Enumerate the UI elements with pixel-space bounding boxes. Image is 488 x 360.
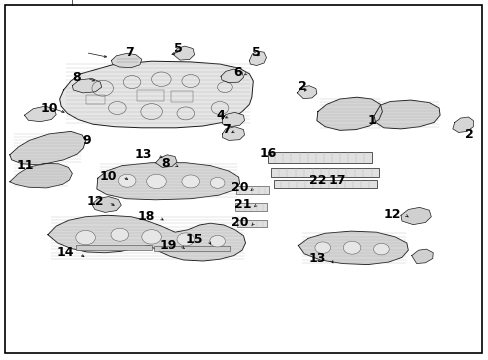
Text: 20: 20 (231, 216, 248, 229)
Text: 16: 16 (259, 147, 276, 159)
Text: 6: 6 (233, 66, 242, 78)
Text: 7: 7 (125, 46, 134, 59)
Text: 21: 21 (233, 198, 251, 211)
Text: 14: 14 (57, 246, 74, 259)
Text: 11: 11 (17, 159, 34, 172)
Text: 12: 12 (86, 195, 103, 208)
Polygon shape (222, 127, 244, 140)
Polygon shape (60, 61, 253, 128)
Bar (267, 152, 371, 163)
Circle shape (76, 230, 95, 245)
Polygon shape (155, 155, 177, 167)
Bar (273, 180, 376, 188)
Text: 13: 13 (134, 148, 151, 161)
Circle shape (146, 174, 166, 189)
Circle shape (177, 233, 194, 246)
Bar (76, 245, 151, 250)
Bar (271, 167, 378, 176)
Polygon shape (452, 117, 472, 132)
Text: 4: 4 (216, 109, 224, 122)
Text: 1: 1 (366, 114, 375, 127)
Polygon shape (111, 53, 142, 68)
Polygon shape (72, 78, 102, 93)
Bar (154, 246, 229, 251)
Bar (85, 95, 105, 104)
Text: 2: 2 (297, 80, 306, 93)
Circle shape (182, 175, 199, 188)
Text: 19: 19 (159, 239, 177, 252)
Text: 17: 17 (328, 174, 346, 186)
Polygon shape (92, 197, 121, 212)
Polygon shape (316, 97, 382, 130)
Circle shape (142, 230, 161, 244)
Circle shape (373, 243, 388, 255)
Bar (235, 186, 268, 194)
Polygon shape (400, 207, 430, 225)
Circle shape (314, 242, 330, 253)
Bar (171, 91, 193, 102)
Text: 5: 5 (252, 46, 261, 59)
Text: 7: 7 (222, 123, 230, 136)
Polygon shape (297, 86, 316, 99)
Polygon shape (10, 163, 72, 188)
Circle shape (111, 228, 128, 241)
Polygon shape (249, 51, 266, 66)
Circle shape (343, 241, 360, 254)
Polygon shape (298, 231, 407, 265)
Polygon shape (222, 112, 244, 127)
Polygon shape (221, 69, 243, 83)
Text: 22: 22 (308, 174, 326, 186)
Text: 12: 12 (383, 208, 400, 221)
Polygon shape (97, 163, 239, 200)
Text: 10: 10 (40, 102, 58, 114)
Text: 10: 10 (100, 170, 117, 183)
Text: 2: 2 (464, 129, 473, 141)
Polygon shape (173, 46, 194, 60)
Text: 20: 20 (230, 181, 248, 194)
Circle shape (210, 177, 224, 188)
Bar (137, 90, 163, 101)
Text: 9: 9 (82, 134, 91, 147)
Text: 13: 13 (307, 252, 325, 265)
Polygon shape (10, 131, 85, 165)
Polygon shape (411, 249, 432, 264)
Polygon shape (48, 215, 245, 261)
Polygon shape (373, 100, 439, 129)
Text: 15: 15 (185, 233, 203, 246)
Text: 5: 5 (174, 42, 183, 55)
Text: 8: 8 (161, 157, 170, 170)
Circle shape (209, 235, 225, 247)
Bar (234, 203, 266, 211)
Polygon shape (24, 106, 56, 122)
Circle shape (118, 174, 136, 187)
Bar (237, 220, 266, 227)
Text: 18: 18 (137, 210, 154, 223)
Text: 8: 8 (72, 71, 81, 84)
